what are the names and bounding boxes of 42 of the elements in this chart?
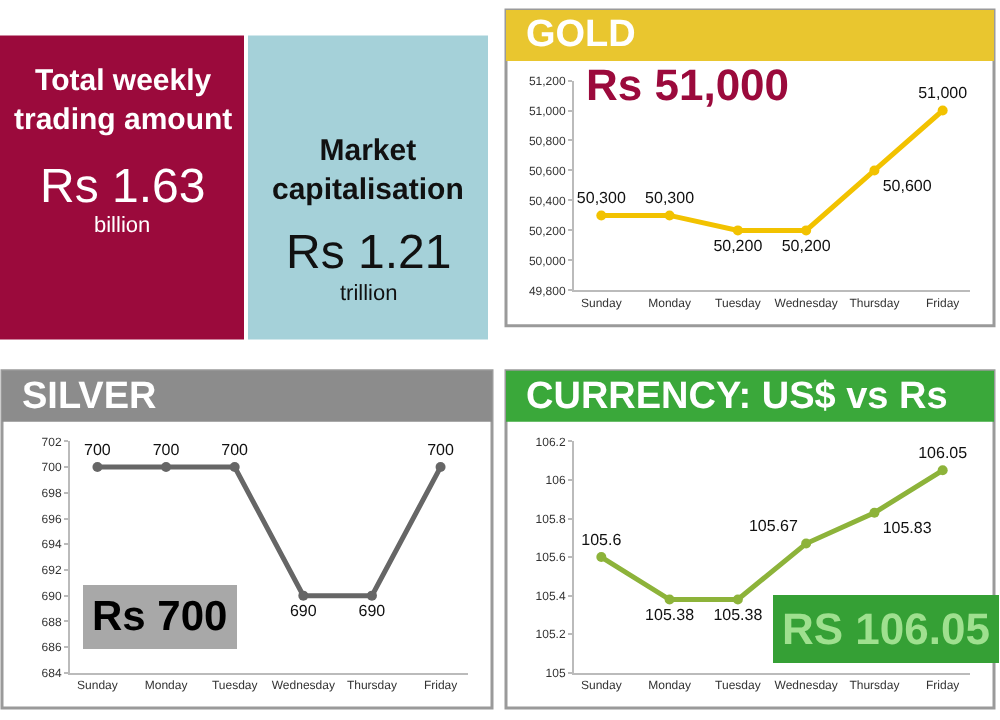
data-label: 50,600 — [882, 176, 933, 195]
text: billion — [94, 214, 151, 238]
data-label: 105.83 — [882, 518, 933, 537]
data-label: 700 — [427, 440, 455, 459]
data-label: 690 — [358, 601, 387, 620]
point — [937, 465, 948, 476]
data-label: 700 — [221, 440, 250, 459]
data-label: 105.6 — [581, 530, 623, 549]
text: trillion — [340, 282, 398, 306]
data-label: 50,200 — [781, 236, 832, 255]
point — [732, 594, 743, 605]
point — [596, 210, 607, 221]
chart-title: CURRENCY: US$ vs Rs — [526, 376, 948, 418]
chart-title: GOLD — [526, 14, 636, 56]
text: Rs 1.21 — [286, 226, 452, 280]
point — [869, 507, 880, 518]
point — [869, 165, 880, 176]
text: Market capitalisation — [272, 134, 464, 207]
data-label: 50,200 — [713, 236, 764, 255]
data-label: 51,000 — [918, 84, 969, 103]
point — [732, 225, 743, 236]
point — [937, 105, 948, 116]
point — [596, 552, 607, 563]
data-label: 50,300 — [645, 189, 696, 208]
point — [664, 594, 675, 605]
data-label: 105.38 — [645, 605, 696, 624]
annotation: Rs 51,000 — [586, 60, 790, 110]
point — [664, 210, 675, 221]
point — [801, 538, 812, 549]
data-label: 105.38 — [713, 605, 764, 624]
text: Total weekly trading amount — [14, 64, 233, 137]
data-label: 106.05 — [918, 444, 969, 463]
chart-title: SILVER — [22, 376, 157, 418]
annotation: RS 106.05 — [782, 604, 990, 654]
data-label: 690 — [289, 601, 318, 620]
point — [801, 225, 812, 236]
data-label: 50,300 — [576, 189, 627, 208]
data-label: 700 — [152, 440, 181, 459]
text: Rs 1.63 — [40, 160, 206, 214]
data-label: 105.67 — [748, 517, 799, 536]
data-label: 700 — [84, 440, 112, 459]
annotation: Rs 700 — [92, 594, 228, 640]
